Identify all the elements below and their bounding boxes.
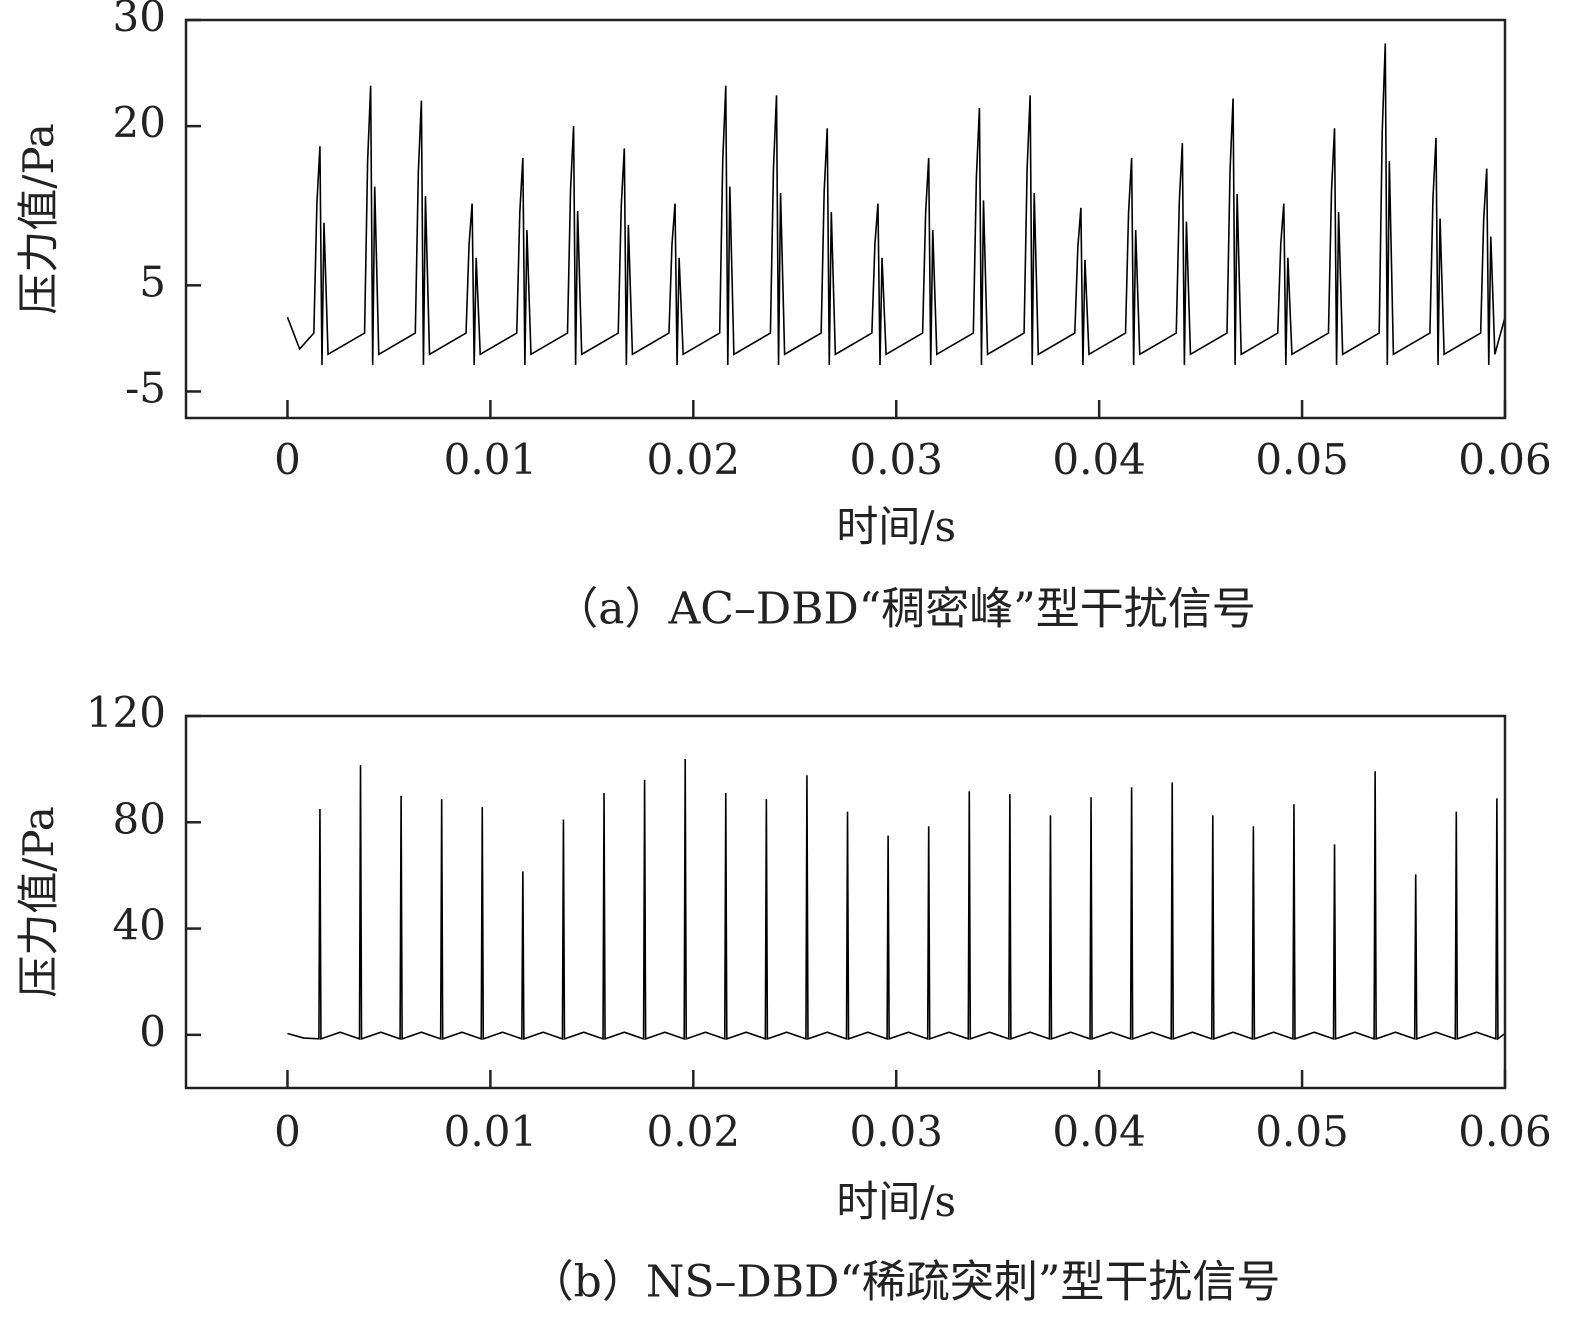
x-tick-label: 0.04 [1052,435,1146,484]
y-tick-label: 30 [113,0,166,41]
plot-frame [184,714,1507,1090]
caption: （b）NS–DBD“稀疏突刺”型干扰信号 [530,1257,1281,1308]
signal-line [286,43,1506,365]
y-tick-label: 20 [113,98,166,147]
x-tick-label: 0.06 [1458,1107,1552,1156]
x-axis-label: 时间/s [836,502,956,551]
signal-line [287,759,1506,1041]
x-tick-label: 0.01 [444,1107,538,1156]
x-tick-label: 0.01 [444,435,538,484]
x-tick-label: 0.06 [1458,435,1552,484]
x-tick-label: 0.05 [1255,435,1349,484]
x-tick-label: 0.05 [1255,1107,1349,1156]
x-tick-label: 0 [274,1107,301,1156]
x-tick-label: 0.04 [1052,1107,1146,1156]
x-tick-label: 0.03 [849,1107,943,1156]
y-tick-label: 0 [139,1007,166,1056]
y-tick-label: 80 [113,794,166,843]
y-tick-label: 40 [113,901,166,950]
x-axis-label: 时间/s [836,1177,956,1226]
x-tick-label: 0.03 [849,435,943,484]
y-axis-label: 压力值/Pa [14,123,63,315]
y-axis-label: 压力值/Pa [14,806,63,998]
y-tick-label: 5 [139,257,166,306]
caption: （a）AC–DBD“稠密峰”型干扰信号 [554,584,1256,635]
plot-frame [184,18,1507,420]
y-tick-label: 120 [86,688,166,737]
x-tick-label: 0.02 [647,435,741,484]
y-tick-label: -5 [125,363,166,412]
x-tick-label: 0.02 [647,1107,741,1156]
x-tick-label: 0 [274,435,301,484]
